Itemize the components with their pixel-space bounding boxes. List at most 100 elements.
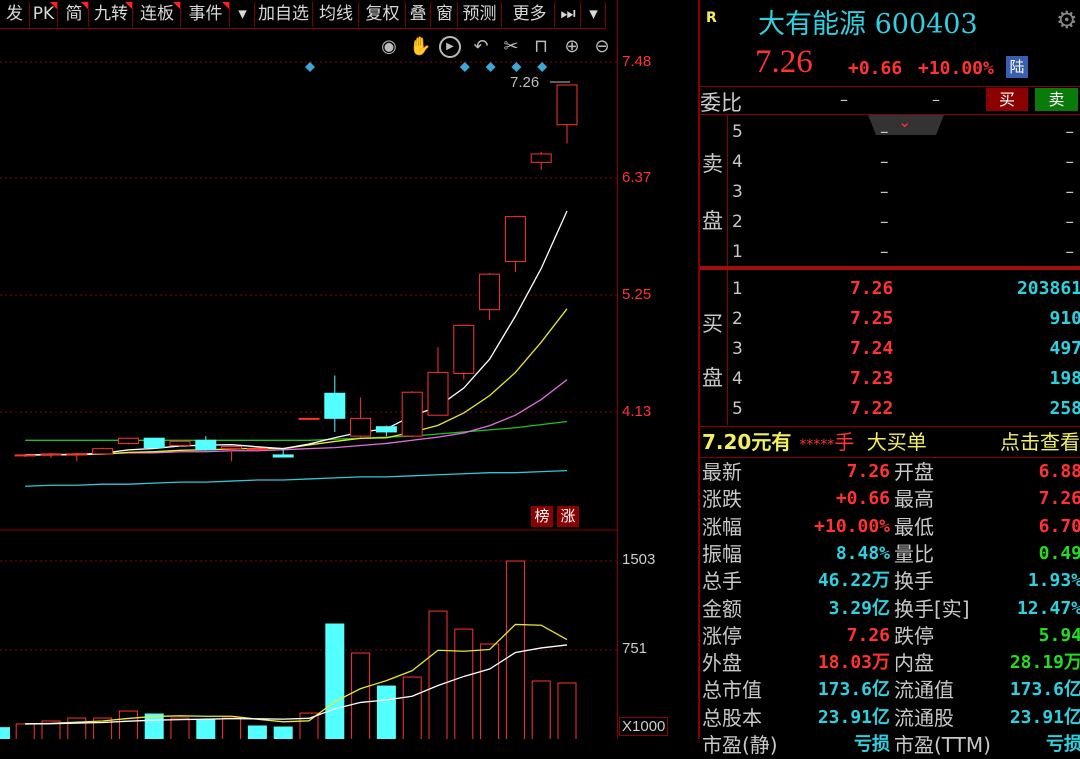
toolbar-item[interactable]: 发 bbox=[0, 2, 30, 27]
stat-value: +0.66 bbox=[835, 488, 890, 510]
sell-side-label: 盘 bbox=[702, 209, 723, 233]
buy-side-label: 盘 bbox=[702, 366, 723, 390]
gear-icon[interactable]: ⚙ bbox=[1056, 6, 1078, 34]
sell-button[interactable]: 卖 bbox=[1035, 88, 1078, 111]
stat-label: 总股本 bbox=[702, 705, 762, 730]
play-circle-icon[interactable]: ▶ bbox=[439, 36, 461, 58]
level: 2 bbox=[732, 212, 743, 232]
bid-row: 1 7.26 203861 bbox=[700, 274, 1080, 304]
eye-icon[interactable]: ◉ bbox=[381, 36, 397, 57]
volume-ma-line bbox=[25, 623, 568, 725]
event-diamond-icon bbox=[305, 62, 315, 72]
zoom-in-icon[interactable]: ⊕ bbox=[564, 36, 580, 57]
lock-icon[interactable]: ⊓ bbox=[533, 36, 549, 57]
stat-row: 涨停 7.26 跌停 5.94 bbox=[700, 622, 1080, 650]
stat-label: 振幅 bbox=[702, 541, 742, 566]
big-order-banner[interactable]: 7.20元有 *****手 大买单 点击查看 bbox=[702, 428, 1080, 456]
stat-label: 流通股 bbox=[894, 705, 954, 730]
buy-side-label: 买 bbox=[702, 312, 723, 336]
badge[interactable]: 涨 bbox=[557, 506, 579, 527]
level: 2 bbox=[732, 309, 743, 329]
badge[interactable]: 榜 bbox=[531, 506, 553, 527]
kline-chart[interactable]: 7.26 bbox=[0, 0, 617, 739]
stat-row: 外盘 18.03万 内盘 28.19万 bbox=[700, 649, 1080, 677]
stat-value: 7.26 bbox=[846, 624, 890, 646]
stat-label: 最低 bbox=[894, 514, 934, 539]
toolbar-item[interactable]: PK bbox=[30, 2, 58, 27]
flag-marker bbox=[81, 2, 88, 9]
volume-bar bbox=[15, 723, 35, 739]
candle bbox=[14, 454, 36, 457]
stat-value: +10.00% bbox=[814, 515, 890, 537]
toolbar-item[interactable]: 事件 bbox=[182, 2, 230, 27]
candle bbox=[401, 391, 423, 437]
last-price-label: 7.26 bbox=[510, 74, 539, 91]
toolbar-item[interactable]: 叠 bbox=[406, 2, 431, 27]
volume-bar bbox=[557, 682, 577, 739]
event-diamond-icon bbox=[537, 62, 548, 72]
stat-value: 亏损 bbox=[854, 734, 890, 755]
ask-price: – bbox=[880, 212, 889, 232]
ask-price: – bbox=[880, 182, 889, 202]
stat-value: 7.26 bbox=[846, 461, 890, 482]
stat-value: 3.29亿 bbox=[828, 597, 890, 619]
level: 3 bbox=[732, 339, 743, 359]
stat-value: 7.26 bbox=[1038, 488, 1080, 510]
stat-value: 173.6亿 bbox=[1009, 679, 1080, 701]
buy-button[interactable]: 买 bbox=[986, 88, 1028, 111]
undo-icon[interactable]: ↶ bbox=[473, 36, 489, 57]
last-price: 7.26 bbox=[755, 44, 813, 80]
toolbar-item[interactable]: 窗 bbox=[432, 2, 458, 27]
flag-r: R bbox=[706, 10, 717, 26]
level: 4 bbox=[732, 369, 743, 389]
toolbar-item[interactable]: 九转 bbox=[90, 2, 133, 27]
toolbar-item[interactable]: 预测 bbox=[458, 2, 502, 27]
volume-bar bbox=[351, 652, 371, 739]
candle bbox=[40, 453, 62, 456]
candle bbox=[92, 448, 114, 455]
ask-price: – bbox=[880, 152, 889, 172]
bid-price: 7.26 bbox=[850, 278, 894, 299]
volume-bar bbox=[196, 719, 216, 739]
candle bbox=[350, 417, 372, 437]
moving-average-line bbox=[25, 308, 568, 456]
stat-value: 23.91亿 bbox=[1009, 706, 1080, 728]
toolbar-item[interactable]: ▾ bbox=[582, 2, 606, 27]
bid-row: 5 7.22 258 bbox=[700, 394, 1080, 424]
view-details-link[interactable]: 点击查看 bbox=[1000, 430, 1080, 454]
bid-volume: 203861 bbox=[1016, 278, 1080, 299]
stat-label: 开盘 bbox=[894, 460, 934, 484]
toolbar-item[interactable]: 均线 bbox=[314, 2, 359, 27]
volume-bar bbox=[118, 710, 138, 739]
zoom-out-icon[interactable]: ⊖ bbox=[594, 36, 610, 57]
toolbar-item[interactable]: 加自选 bbox=[255, 2, 313, 27]
volume-bar bbox=[67, 717, 87, 739]
candle bbox=[169, 440, 191, 447]
candle bbox=[427, 371, 449, 416]
stat-row: 最新 7.26 开盘 6.88 bbox=[700, 458, 1080, 486]
scissors-icon[interactable]: ✂ bbox=[503, 36, 519, 57]
price-change-pct: +10.00% bbox=[918, 58, 994, 79]
toolbar-item[interactable]: 连板 bbox=[134, 2, 181, 27]
stat-value: 0.49 bbox=[1038, 542, 1080, 564]
stat-value: 12.47% bbox=[1016, 597, 1080, 619]
volume-bar bbox=[531, 680, 551, 739]
candle bbox=[272, 454, 294, 458]
flag-marker bbox=[222, 2, 229, 9]
hand-icon[interactable]: ✋ bbox=[409, 36, 432, 57]
toolbar-item[interactable]: ⏭ bbox=[556, 2, 581, 27]
toolbar-item[interactable]: ▾ bbox=[231, 2, 255, 27]
toolbar-item[interactable]: 简 bbox=[60, 2, 89, 27]
stat-label: 总市值 bbox=[702, 678, 762, 703]
toolbar-item[interactable]: 复权 bbox=[360, 2, 406, 27]
collapse-tab[interactable] bbox=[868, 115, 944, 135]
toolbar-item[interactable]: 更多 bbox=[505, 2, 555, 27]
bid-row: 3 7.24 497 bbox=[700, 334, 1080, 364]
level: 1 bbox=[732, 279, 743, 299]
candle bbox=[504, 216, 526, 263]
ask-volume: – bbox=[1065, 182, 1075, 202]
stat-label: 换手 bbox=[894, 569, 934, 594]
stat-value: 5.94 bbox=[1038, 624, 1080, 646]
sell-side-label: 卖 bbox=[702, 152, 723, 176]
chevron-down-icon[interactable]: ⌄ bbox=[898, 112, 912, 131]
